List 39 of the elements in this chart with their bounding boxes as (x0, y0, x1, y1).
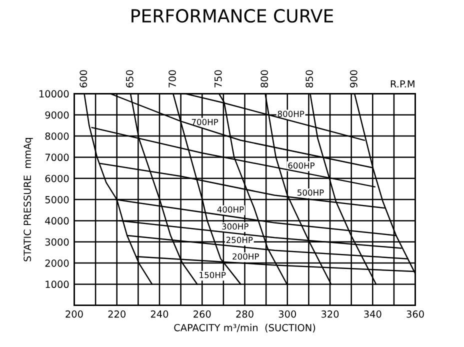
chart-title: PERFORMANCE CURVE (132, 8, 333, 23)
series-label: 500HP (298, 189, 324, 196)
y-tick-label: 4000 (45, 217, 69, 225)
text: 800 (260, 70, 268, 88)
x-tick-label: 300 (278, 310, 296, 318)
x-tick-label: 240 (150, 310, 168, 318)
x-tick-label: 360 (406, 310, 424, 318)
x-tick-label: 340 (364, 310, 382, 318)
text: 600 (80, 70, 88, 88)
y-tick-label: 7000 (45, 154, 69, 162)
series-label: 700HP (192, 118, 218, 126)
series-label: 800HP (278, 110, 304, 118)
x-axis-title: CAPACITY m³/min (SUCTION) (174, 324, 316, 332)
x-tick-label: 200 (66, 310, 83, 318)
y-tick-label: 10000 (40, 90, 69, 98)
y-tick-label: 9000 (45, 111, 69, 119)
series-label: 200HP (232, 253, 259, 260)
y-tick-label: 2000 (45, 260, 69, 267)
x-tick-label: 260 (194, 310, 211, 318)
text: 700 (168, 70, 176, 88)
y-tick-label: 3000 (45, 238, 69, 246)
text: 850 (306, 70, 314, 88)
x-tick-label: 220 (108, 310, 126, 318)
x-tick-label: 280 (236, 310, 254, 318)
series-label: 400HP (217, 206, 244, 213)
y-axis-title: STATIC PRESSURE mmAq (24, 138, 33, 262)
y-tick-label: 6000 (45, 174, 69, 182)
y-tick-label: 5000 (45, 196, 69, 204)
text: 650 (126, 70, 134, 88)
x-tick-label: 320 (321, 310, 339, 318)
series-label: 300HP (222, 223, 248, 230)
y-tick-label: 8000 (45, 132, 69, 140)
series-label: 250HP (226, 236, 253, 244)
text: 750 (214, 70, 222, 88)
series-label: 600HP (288, 162, 315, 169)
y-tick-label: 1000 (46, 280, 69, 288)
text: R.P.M (390, 80, 414, 88)
text: 900 (350, 70, 358, 88)
annotation: 150HP (200, 272, 226, 278)
